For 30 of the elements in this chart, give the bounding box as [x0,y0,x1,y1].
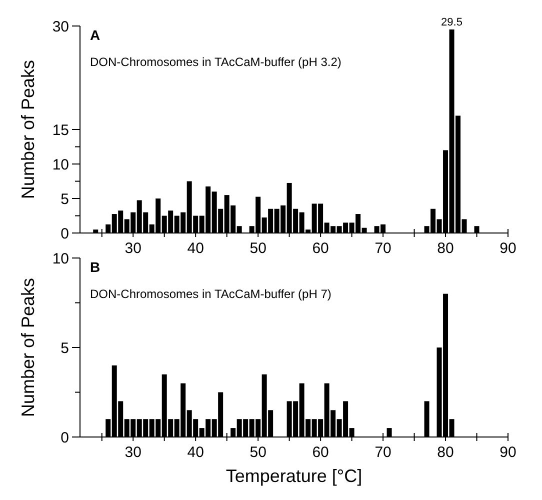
y-tick-label: 0 [60,225,69,242]
x-tick-label: 30 [124,240,142,257]
x-tick-label: 80 [437,240,454,257]
x-tick-label: 90 [500,444,516,461]
y-axis-title: Number of Peaks [18,60,38,200]
text: DON-Chromosomes in TAcCaM-buffer (pH 7) [90,287,332,301]
x-tick-label: 30 [124,444,142,461]
x-tick-label: 60 [312,444,329,461]
x-tick-label: 50 [250,444,266,461]
x-tick-label: 70 [374,444,392,461]
y-tick-label: 5 [60,340,69,357]
text: DON-Chromosomes in TAcCaM-buffer (pH 3.2) [90,55,342,69]
chart-title: B [90,259,100,275]
y-tick-label: 10 [52,250,69,268]
x-tick-label: 50 [250,240,266,257]
x-axis-title: Temperature [°C] [226,466,362,486]
x-tick-label: 70 [374,240,392,257]
x-tick-label: 80 [437,444,454,461]
y-tick-label: 15 [52,122,69,139]
y-tick-label: 5 [60,190,69,208]
y-tick-label: 0 [60,429,69,446]
x-tick-label: 40 [187,444,204,461]
y-tick-label: 30 [52,18,69,36]
chart-title: A [90,27,100,43]
data-label: 29.5 [441,16,462,28]
x-tick-label: 40 [187,240,204,257]
y-axis-title: Number of Peaks [18,278,38,418]
x-tick-label: 90 [500,240,516,257]
x-tick-label: 60 [312,240,329,257]
y-tick-label: 10 [52,156,69,174]
